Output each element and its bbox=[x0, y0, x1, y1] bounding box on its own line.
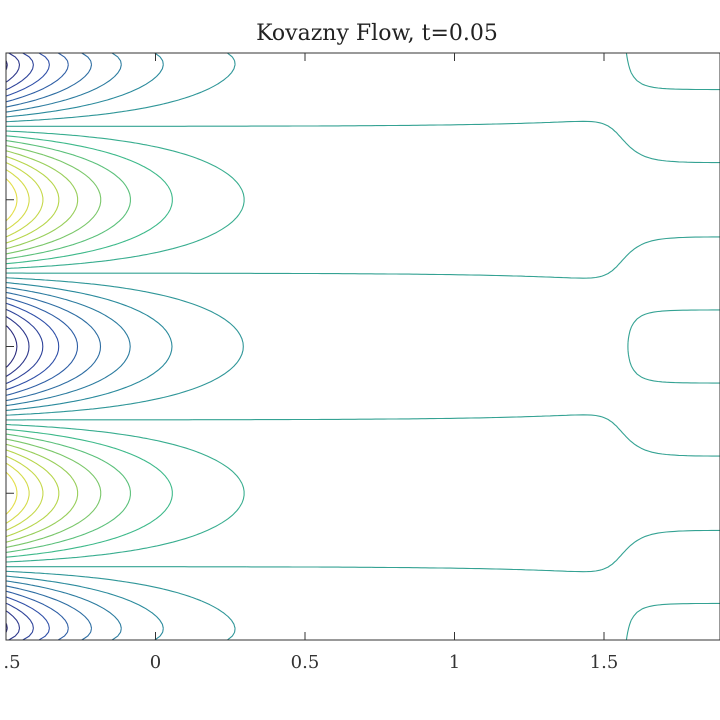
contour-level-16 bbox=[6, 155, 60, 538]
contour-level-6 bbox=[6, 53, 102, 640]
contour-level-18 bbox=[6, 169, 30, 524]
contour-level-8 bbox=[6, 53, 173, 640]
contour-level-11 bbox=[6, 130, 245, 563]
contour-lines bbox=[6, 53, 720, 640]
contour-level-13 bbox=[6, 140, 131, 553]
contour-level-12 bbox=[6, 135, 173, 558]
contour-level-9 bbox=[6, 53, 244, 640]
contour-level-10 bbox=[6, 53, 720, 640]
contour-level-19 bbox=[6, 178, 18, 515]
x-tick-label: .5 bbox=[3, 652, 20, 673]
contour-level-3 bbox=[6, 53, 44, 640]
contour-level-14 bbox=[6, 145, 102, 548]
x-axis-ticks: .5 0 0.5 1 1.5 bbox=[3, 53, 618, 673]
contour-level-5 bbox=[6, 53, 79, 640]
contour-level-7 bbox=[6, 53, 131, 640]
chart-title: Kovazny Flow, t=0.05 bbox=[256, 21, 498, 46]
x-tick-label: 1.5 bbox=[590, 652, 619, 673]
x-tick-label: 0.5 bbox=[291, 652, 320, 673]
plot-frame bbox=[5, 52, 720, 641]
x-tick-label: 0 bbox=[150, 652, 161, 673]
y-axis-ticks bbox=[6, 199, 14, 494]
x-tick-label: 1 bbox=[449, 652, 460, 673]
